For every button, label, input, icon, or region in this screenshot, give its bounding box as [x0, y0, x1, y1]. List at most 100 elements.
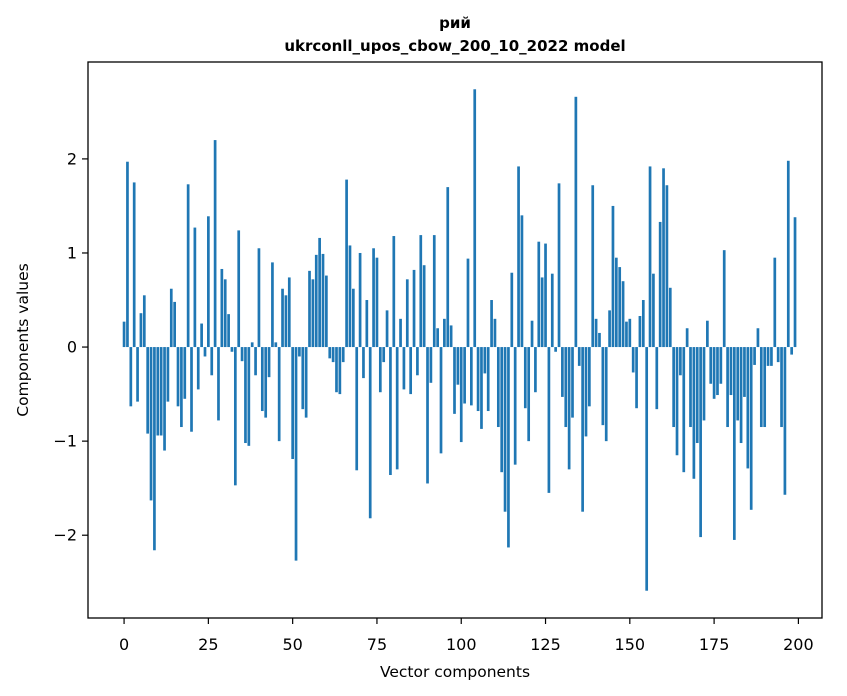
bar — [601, 347, 605, 426]
bar — [652, 273, 655, 348]
y-tick-label: −1 — [53, 432, 77, 451]
bar — [685, 328, 689, 348]
bar — [331, 347, 335, 363]
x-axis-ticks: 0 25 50 75 100 125 150 175 200 — [119, 618, 814, 654]
bar — [308, 270, 311, 348]
y-tick-label: −2 — [53, 526, 77, 545]
bar — [372, 248, 375, 348]
bar — [739, 347, 743, 444]
bar — [345, 179, 348, 348]
bar — [314, 254, 318, 348]
bar — [456, 347, 460, 385]
bar — [439, 347, 443, 454]
bar — [786, 160, 790, 348]
x-tick-label: 125 — [530, 635, 561, 654]
bar — [766, 347, 770, 366]
bar — [176, 347, 180, 407]
bar — [554, 347, 557, 352]
bar — [604, 347, 608, 442]
bar — [419, 235, 423, 348]
bar — [675, 347, 679, 456]
bar — [658, 221, 662, 348]
bar — [436, 328, 439, 348]
bar — [645, 347, 649, 591]
bar — [641, 300, 645, 348]
x-tick-label: 200 — [783, 635, 814, 654]
bar — [466, 258, 470, 348]
bar — [311, 279, 315, 348]
bar — [763, 347, 767, 428]
x-tick-label: 50 — [282, 635, 302, 654]
bar — [699, 347, 702, 538]
bar — [682, 347, 686, 473]
bar — [274, 342, 278, 348]
bar — [365, 300, 369, 348]
bar — [402, 347, 406, 390]
bar — [287, 277, 291, 348]
bar — [503, 347, 507, 512]
bar — [223, 279, 227, 348]
bar — [790, 347, 794, 355]
bar — [530, 320, 534, 348]
bar — [547, 347, 551, 493]
bar — [207, 216, 210, 348]
bar — [149, 347, 153, 501]
bar — [470, 347, 473, 406]
bar — [163, 347, 166, 451]
bar — [635, 347, 638, 409]
y-tick-label: 1 — [67, 243, 77, 262]
bar — [577, 347, 581, 366]
bar — [166, 347, 170, 402]
bar — [257, 248, 261, 348]
bar — [574, 96, 578, 348]
x-tick-label: 100 — [446, 635, 477, 654]
bar — [156, 347, 160, 436]
bar — [486, 347, 490, 412]
bar — [463, 347, 466, 404]
bar — [429, 347, 433, 383]
bar — [513, 347, 517, 465]
bar — [173, 301, 176, 348]
bar — [169, 288, 173, 348]
bar — [318, 237, 321, 348]
bar — [254, 347, 257, 376]
bar — [281, 288, 284, 348]
y-tick-label: 0 — [67, 338, 77, 357]
bar — [193, 227, 197, 348]
bar — [625, 321, 628, 348]
bar — [146, 347, 150, 434]
bar — [132, 182, 136, 348]
bar — [375, 257, 379, 348]
bar — [628, 318, 632, 348]
bar — [665, 185, 669, 348]
bar — [180, 347, 183, 428]
bar — [250, 342, 254, 348]
bar — [385, 310, 389, 348]
bar — [432, 235, 436, 348]
bar — [341, 347, 345, 363]
bar — [588, 347, 591, 407]
bar — [304, 347, 308, 418]
bar — [594, 318, 598, 348]
bar — [732, 347, 736, 540]
bar — [614, 257, 618, 348]
bar — [338, 347, 342, 395]
bar — [443, 318, 446, 348]
bar — [409, 347, 413, 395]
bar — [129, 347, 133, 407]
bar — [348, 245, 352, 348]
bar — [746, 347, 750, 469]
bar — [362, 347, 365, 379]
bar — [230, 347, 234, 352]
bar — [706, 320, 709, 348]
bar — [770, 347, 773, 366]
bar — [567, 347, 571, 470]
bar — [183, 347, 187, 399]
bar — [392, 236, 396, 348]
bar — [510, 272, 514, 348]
bar — [267, 347, 271, 378]
bar — [584, 347, 588, 437]
bar — [507, 347, 510, 548]
